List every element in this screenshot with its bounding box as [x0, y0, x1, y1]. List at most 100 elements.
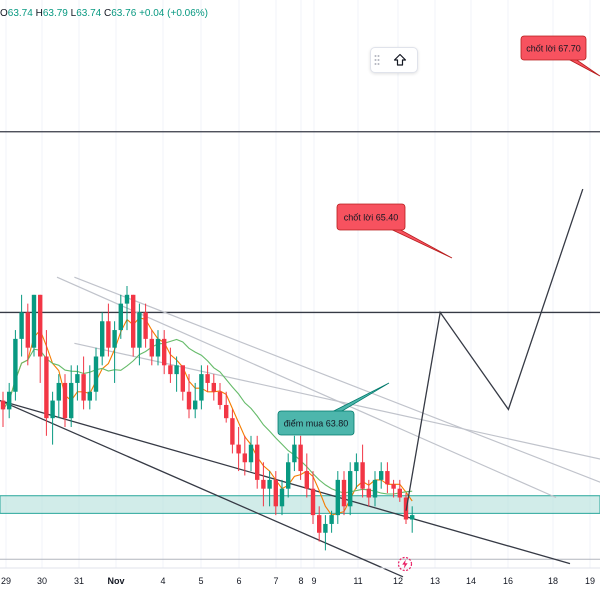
low-label: L [70, 8, 77, 19]
candle-body [372, 479, 378, 498]
candle-body [124, 294, 130, 304]
candle [397, 479, 402, 502]
candle [118, 294, 123, 339]
x-tick-label: 6 [236, 576, 241, 586]
candle-body [44, 356, 49, 419]
candle-body [236, 444, 241, 454]
candle-body [168, 365, 173, 375]
candle-body [304, 471, 309, 489]
grid-lines [5, 0, 591, 568]
candle [168, 347, 173, 383]
candle-body [329, 515, 334, 524]
candle-body [286, 462, 291, 489]
candle [292, 435, 297, 472]
buy-zone[interactable] [0, 495, 600, 514]
candle [100, 312, 105, 366]
trendline [74, 276, 600, 483]
candle [379, 462, 384, 489]
candle-body [279, 488, 285, 507]
candle [62, 374, 68, 427]
channel-lower-line [0, 399, 571, 565]
candle-body [25, 312, 30, 348]
x-tick-label: 31 [74, 576, 84, 586]
candle-body [131, 294, 136, 348]
candle [366, 479, 371, 507]
candle-body [211, 382, 216, 392]
candle-body [255, 444, 260, 480]
ohlc-readout: O63.74 H63.79 L63.74 C63.76 +0.04 (+0.06… [0, 8, 208, 19]
candle-body [19, 312, 24, 339]
candle [75, 365, 80, 401]
candle-body [162, 338, 167, 366]
candle-body [230, 418, 235, 445]
open-value: 63.74 [7, 8, 33, 19]
candle-body [56, 382, 61, 401]
candle-body [186, 391, 192, 410]
candle [106, 303, 111, 357]
candle-body [317, 515, 322, 533]
candle-body [193, 400, 198, 410]
callout-box [520, 35, 587, 61]
candle [323, 515, 328, 551]
candle-body [323, 523, 328, 533]
lightning-icon[interactable] [396, 555, 414, 573]
open-label: O [0, 8, 8, 19]
candle-body [354, 462, 359, 472]
candle-body [224, 404, 229, 419]
x-tick-label: 18 [548, 576, 558, 586]
x-tick-label: 5 [198, 576, 203, 586]
candle [0, 391, 6, 427]
candle-body [87, 391, 92, 401]
candle [137, 303, 142, 366]
candle [174, 356, 179, 392]
callout-label[interactable]: chốt lời 65.40 [336, 203, 453, 259]
candle [255, 435, 260, 489]
candle [205, 365, 210, 392]
candle [180, 365, 185, 401]
candle [38, 294, 43, 383]
candle [279, 479, 285, 516]
x-tick-label: 7 [273, 576, 278, 586]
candle [143, 303, 148, 348]
candle [391, 479, 396, 498]
candle [329, 510, 334, 533]
change-value: +0.04 (+0.06%) [139, 8, 208, 19]
candle [211, 374, 216, 401]
candle [13, 330, 18, 401]
candle-body [385, 471, 390, 485]
trendline [74, 342, 600, 460]
close-label: C [104, 8, 112, 19]
candle-body [100, 321, 105, 357]
candle-body [13, 338, 18, 392]
callout-text: điểm mua 63.80 [284, 419, 349, 429]
close-value: 63.76 [111, 8, 137, 19]
x-tick-label: 19 [585, 576, 595, 586]
candle [385, 462, 390, 494]
candle-body [81, 374, 86, 401]
drag-handle-icon[interactable] [371, 48, 383, 72]
candle [224, 391, 229, 423]
candle [56, 374, 61, 419]
candle-body [217, 391, 223, 405]
candle [354, 453, 359, 489]
candle [310, 471, 316, 524]
candle-body [261, 479, 266, 489]
arrow-up-icon[interactable] [383, 48, 417, 72]
x-tick-label: 29 [1, 576, 11, 586]
candle [304, 453, 309, 498]
candle-body [93, 356, 99, 392]
candle [19, 294, 24, 357]
annotations[interactable]: chốt lời 67.70 chốt lời 65.40 điểm mua 63.… [277, 35, 600, 436]
candle-body [267, 479, 272, 489]
candle-body [106, 321, 111, 348]
candle-body [149, 338, 154, 357]
candle [131, 294, 136, 357]
candle [162, 330, 167, 375]
floating-toolbar[interactable] [370, 47, 418, 73]
candle [410, 506, 415, 533]
callout-label[interactable]: chốt lời 67.70 [520, 35, 600, 77]
callout-label[interactable]: điểm mua 63.80 [277, 382, 390, 436]
x-tick-label: 30 [37, 576, 47, 586]
candle [44, 330, 49, 436]
